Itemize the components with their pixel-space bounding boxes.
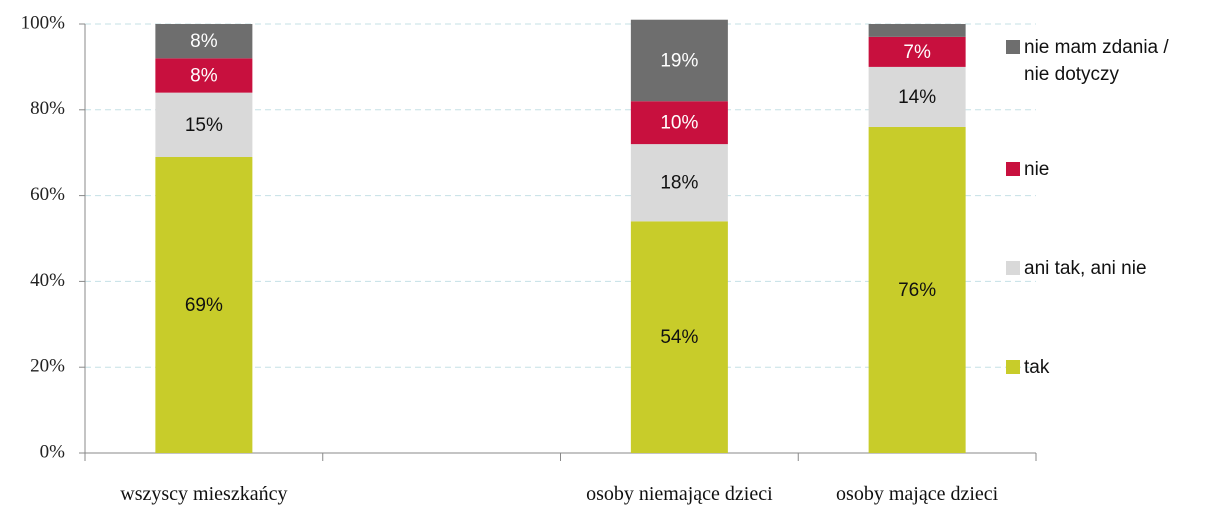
legend-item: nie mam zdania / nie dotyczy: [1006, 34, 1206, 88]
y-tick-label: 40%: [30, 270, 65, 291]
legend-swatch: [1006, 40, 1020, 54]
bar-segment: [155, 92, 253, 157]
bar-segment: [868, 24, 966, 37]
data-label: 54%: [660, 327, 698, 348]
legend-swatch: [1006, 360, 1020, 374]
bar-segment: [630, 221, 728, 453]
x-tick-label: osoby niemające dzieci: [586, 483, 773, 505]
data-label: 10%: [660, 113, 698, 134]
y-tick-label: 80%: [30, 98, 65, 119]
x-tick-label: wszyscy mieszkańcy: [120, 483, 288, 505]
data-label: 19%: [660, 50, 698, 71]
data-label: 15%: [185, 115, 223, 136]
data-label: 76%: [898, 280, 936, 301]
y-tick-label: 20%: [30, 356, 65, 377]
data-label: 8%: [190, 31, 218, 52]
legend-label: ani tak, ani nie: [1024, 258, 1147, 279]
data-label: 8%: [190, 65, 218, 86]
data-label: 14%: [898, 87, 936, 108]
legend-swatch: [1006, 261, 1020, 275]
legend-item: tak: [1006, 354, 1206, 381]
bar-segment: [155, 156, 253, 454]
y-tick-label: 100%: [21, 12, 66, 33]
legend-label: nie mam zdania / nie dotyczy: [1024, 37, 1169, 85]
bar-segment: [630, 101, 728, 145]
legend-label: nie: [1024, 159, 1050, 180]
data-label: 69%: [185, 295, 223, 316]
bar-segment: [630, 144, 728, 222]
bar-segment: [155, 24, 253, 59]
legend-label: tak: [1024, 357, 1050, 378]
legend-item: nie: [1006, 156, 1206, 183]
bar-segment: [868, 66, 966, 127]
legend-item: ani tak, ani nie: [1006, 255, 1206, 282]
bar-segment: [155, 58, 253, 93]
bar-segment: [868, 36, 966, 67]
y-tick-label: 0%: [40, 441, 66, 462]
bar-segment: [868, 126, 966, 454]
legend-swatch: [1006, 162, 1020, 176]
bar-segment: [630, 19, 728, 102]
data-label: 18%: [660, 173, 698, 194]
x-tick-label: osoby mające dzieci: [836, 483, 999, 505]
data-label: 7%: [903, 42, 931, 63]
y-tick-label: 60%: [30, 184, 65, 205]
